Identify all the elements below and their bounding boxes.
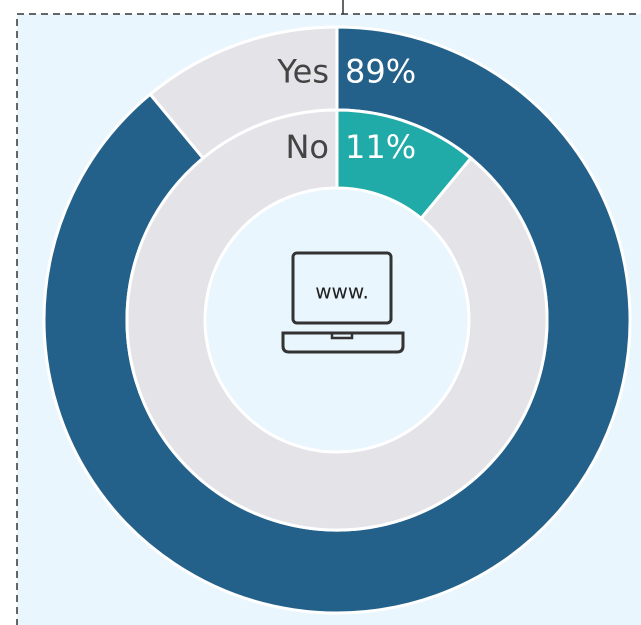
- legend-label: No: [285, 128, 329, 166]
- center-icon: www.: [281, 251, 405, 354]
- ring-remainder: [125, 108, 549, 532]
- data-label: 89%: [345, 53, 416, 91]
- rings: [42, 25, 632, 615]
- data-label: 11%: [345, 128, 416, 166]
- laptop-notch: [330, 333, 354, 340]
- legend-label: Yes: [276, 53, 329, 91]
- laptop-screen: [291, 251, 393, 325]
- center-text: www.: [315, 280, 369, 304]
- laptop-base: [281, 331, 405, 354]
